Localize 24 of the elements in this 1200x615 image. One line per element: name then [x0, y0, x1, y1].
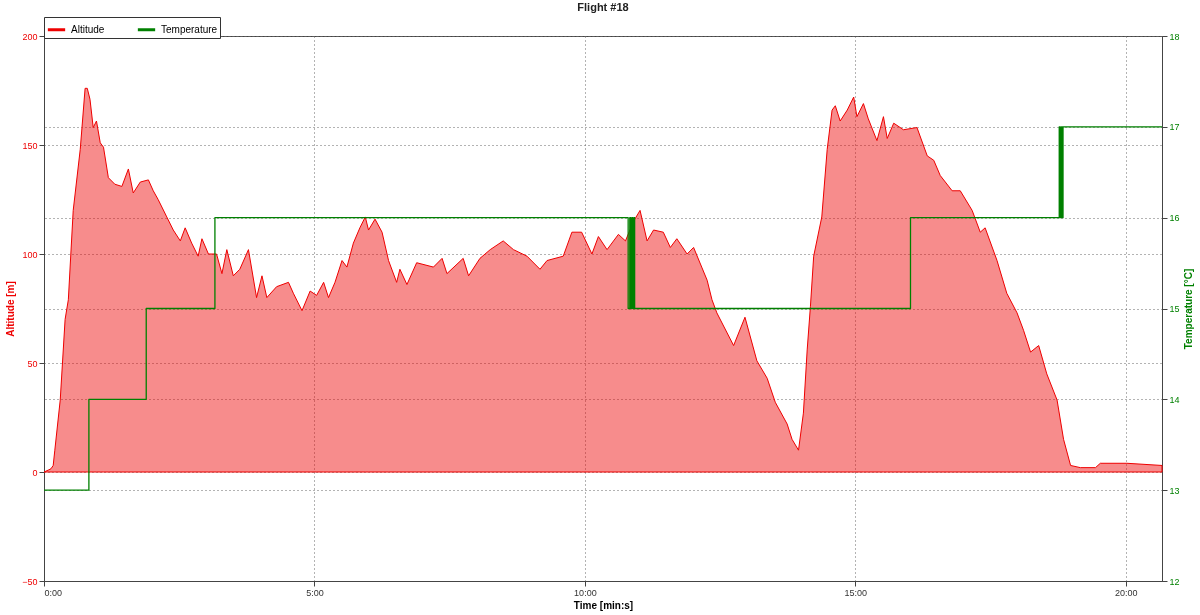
y2-tick-label: 13: [1169, 485, 1180, 496]
legend-label: Temperature: [161, 23, 218, 35]
y2-tick-label: 12: [1169, 576, 1180, 587]
y2-tick-label: 17: [1169, 122, 1180, 133]
x-tick-label: 5:00: [306, 587, 324, 598]
y2-tick-label: 14: [1169, 394, 1180, 405]
y-tick-label: 200: [22, 31, 38, 42]
y2-tick-label: 16: [1169, 213, 1180, 224]
legend-label: Altitude: [71, 23, 105, 35]
y2-tick-label: 18: [1169, 31, 1180, 42]
x-tick-label: 10:00: [574, 587, 597, 598]
y-tick-label: 150: [22, 140, 38, 151]
y-tick-label: −50: [22, 576, 38, 587]
y-axis-title: Altitude [m]: [5, 281, 17, 337]
x-axis-title: Time [min:s]: [573, 599, 634, 611]
chart-title: Flight #18: [577, 0, 629, 13]
y2-axis-title: Temperature [°C]: [1182, 268, 1194, 350]
y2-tick-label: 15: [1169, 304, 1180, 314]
x-tick-label: 0:00: [44, 587, 63, 598]
x-tick-label: 15:00: [844, 587, 868, 598]
x-tick-label: 20:00: [1115, 587, 1138, 598]
y-tick-label: 50: [27, 358, 38, 369]
y-tick-label: 0: [32, 467, 38, 478]
y-tick-label: 100: [22, 249, 38, 260]
